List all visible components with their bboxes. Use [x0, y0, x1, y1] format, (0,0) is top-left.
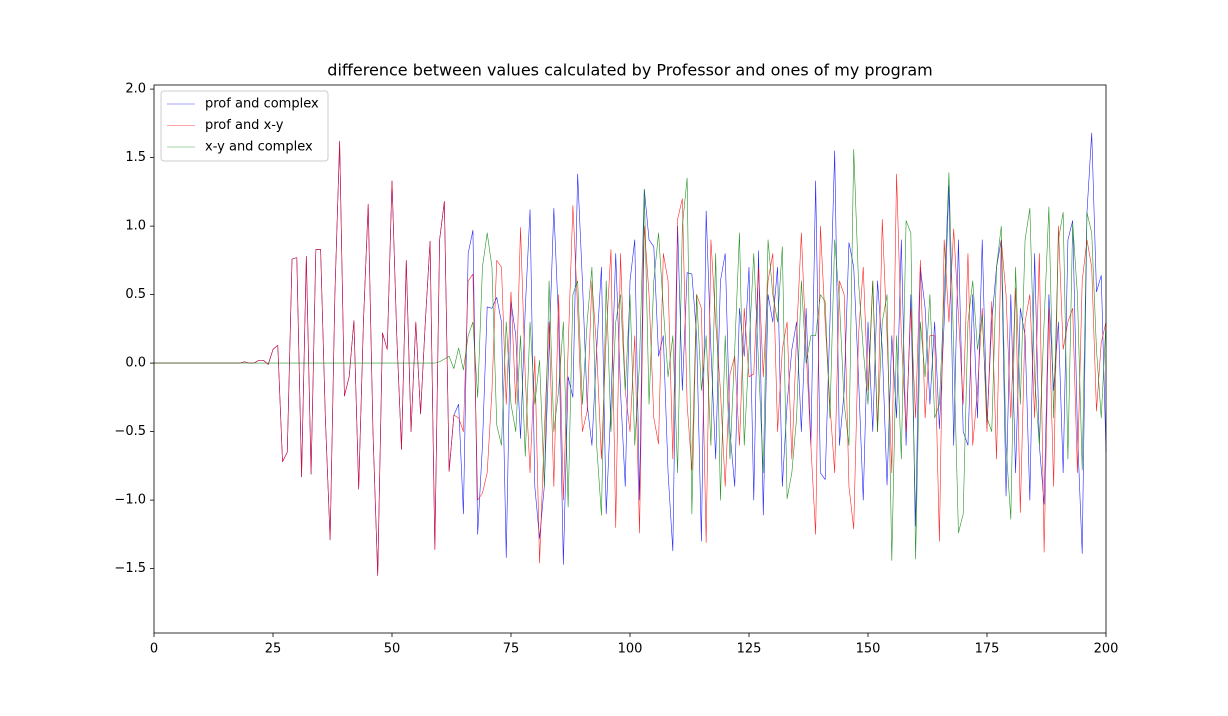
y-tick-label: 0.5: [125, 287, 146, 302]
legend-label: prof and complex: [205, 97, 319, 112]
x-tick-label: 200: [1094, 642, 1119, 657]
chart-title: difference between values calculated by …: [327, 61, 932, 80]
x-tick-label: 75: [503, 642, 520, 657]
y-tick-label: −0.5: [114, 424, 146, 439]
y-tick-label: −1.5: [114, 561, 146, 576]
x-tick-label: 25: [265, 642, 282, 657]
x-tick-label: 175: [975, 642, 1000, 657]
x-tick-label: 0: [150, 642, 158, 657]
x-tick-label: 100: [618, 642, 643, 657]
y-tick-label: 0.0: [125, 356, 146, 371]
series-line: [154, 140, 1107, 576]
y-tick-label: 1.0: [125, 219, 146, 234]
legend-label: prof and x-y: [205, 118, 284, 133]
y-tick-label: 1.5: [125, 150, 146, 165]
legend-label: x-y and complex: [205, 140, 313, 155]
x-tick-label: 125: [737, 642, 762, 657]
x-tick-label: 50: [384, 642, 401, 657]
series-line: [154, 149, 1107, 561]
y-tick-label: −1.0: [114, 493, 146, 508]
legend-box: [160, 90, 329, 162]
axes-frame: [153, 84, 1107, 634]
y-tick-label: 2.0: [125, 82, 146, 97]
x-tick-label: 150: [856, 642, 881, 657]
